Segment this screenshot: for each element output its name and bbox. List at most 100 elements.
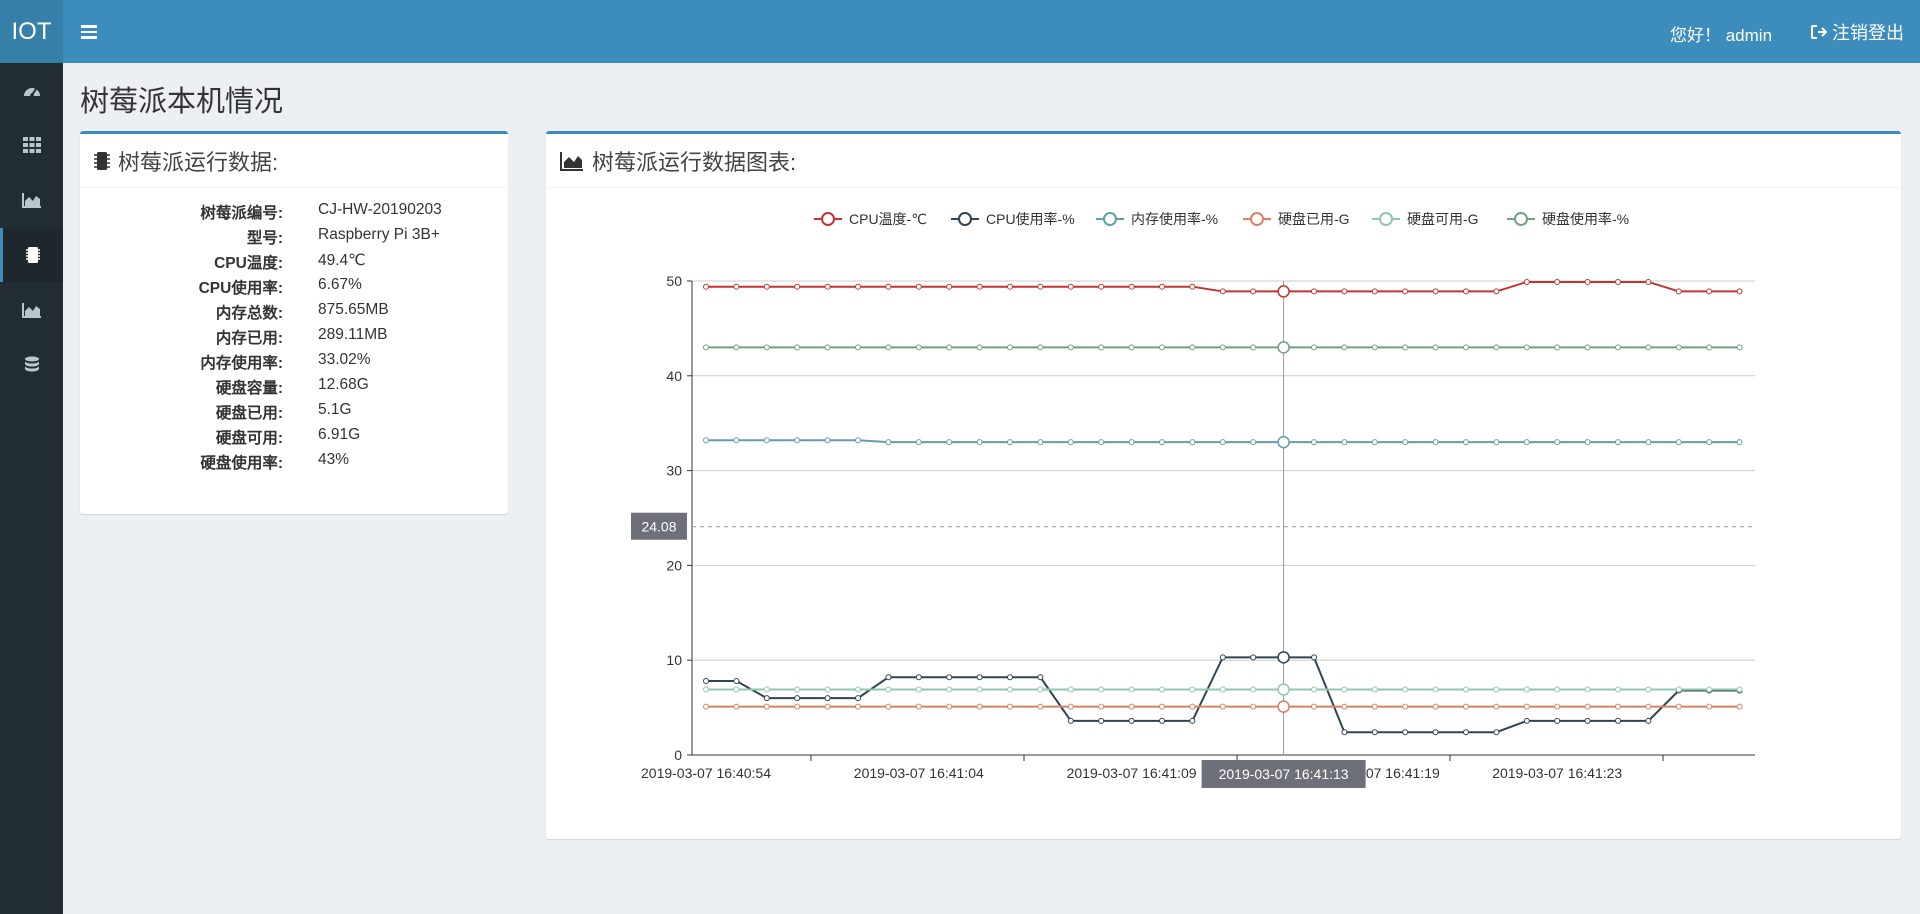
sidebar-item-database[interactable] xyxy=(0,338,63,392)
data-point xyxy=(855,695,861,702)
data-point xyxy=(1675,703,1682,710)
data-point xyxy=(794,437,801,444)
data-point xyxy=(1523,278,1530,285)
chart-panel-title: 树莓派运行数据图表: xyxy=(592,149,797,175)
data-point xyxy=(1277,683,1290,696)
data-point xyxy=(1463,686,1469,693)
legend-label[interactable]: 硬盘已用-G xyxy=(1278,211,1350,227)
database-icon xyxy=(24,356,39,372)
data-point xyxy=(1007,283,1013,290)
info-value: Raspberry Pi 3B+ xyxy=(318,226,440,243)
data-point xyxy=(1493,288,1500,295)
area-chart-icon xyxy=(21,303,41,318)
top-navbar: IOT 您好！ admin 注销登出 xyxy=(0,0,1920,63)
data-point xyxy=(1341,288,1348,295)
sidebar-item-area-chart[interactable] xyxy=(0,173,63,227)
data-point xyxy=(1098,283,1105,290)
data-point xyxy=(794,686,801,693)
data-point xyxy=(1371,686,1378,693)
x-tick-label: 2019-03-07 16:41:09 xyxy=(1067,765,1197,781)
data-point xyxy=(733,703,740,710)
info-row: 硬盘容量: 12.68G xyxy=(80,376,508,401)
data-point xyxy=(1463,288,1469,295)
info-value: 6.67% xyxy=(318,276,362,293)
data-point xyxy=(946,686,953,693)
data-point xyxy=(1736,686,1743,693)
data-point xyxy=(1584,344,1591,351)
data-point xyxy=(976,439,983,446)
data-point xyxy=(824,344,831,351)
data-point xyxy=(1706,703,1713,710)
data-point xyxy=(1250,654,1257,661)
data-point xyxy=(1554,703,1561,710)
info-value: 6.91G xyxy=(318,426,361,443)
data-point xyxy=(946,439,953,446)
sidebar-item-raspberry[interactable] xyxy=(0,228,63,282)
data-point xyxy=(1645,717,1652,724)
data-point xyxy=(915,439,922,446)
grid-icon xyxy=(22,137,41,153)
legend-marker xyxy=(821,212,835,226)
legend-label[interactable]: CPU温度-℃ xyxy=(849,211,927,227)
data-point xyxy=(1219,439,1226,446)
y-tick-label: 20 xyxy=(666,557,682,573)
info-value: 5.1G xyxy=(318,401,352,418)
data-point xyxy=(1250,703,1257,710)
data-point xyxy=(1463,439,1469,446)
legend-label[interactable]: 硬盘可用-G xyxy=(1407,211,1479,227)
menu-toggle-icon[interactable] xyxy=(75,19,103,43)
data-point xyxy=(1067,703,1074,710)
info-row: 内存总数: 875.65MB xyxy=(80,301,508,326)
logo[interactable]: IOT xyxy=(0,0,63,63)
sidebar-item-grid[interactable] xyxy=(0,118,63,172)
crosshair-x-label: 2019-03-07 16:41:13 xyxy=(1219,766,1349,782)
logout-button[interactable]: 注销登出 xyxy=(1810,19,1904,45)
data-point xyxy=(1493,703,1500,710)
data-point xyxy=(1219,686,1226,693)
data-point xyxy=(885,439,892,446)
legend-label[interactable]: 内存使用率-% xyxy=(1131,211,1218,227)
data-point xyxy=(915,686,922,693)
data-point xyxy=(1371,439,1378,446)
data-point xyxy=(1037,686,1044,693)
data-point xyxy=(1675,439,1682,446)
info-row: 内存已用: 289.11MB xyxy=(80,326,508,351)
info-panel: 树莓派运行数据: 树莓派编号: CJ-HW-20190203 型号: Raspberr… xyxy=(80,131,508,514)
data-point xyxy=(1432,288,1439,295)
data-point xyxy=(1067,344,1074,351)
data-point xyxy=(1584,278,1591,285)
data-point xyxy=(1007,674,1013,681)
data-point xyxy=(763,283,770,290)
data-point xyxy=(1250,686,1257,693)
info-label: 硬盘容量: xyxy=(215,380,283,397)
data-point xyxy=(703,686,709,693)
data-point xyxy=(1523,344,1530,351)
info-row: CPU温度: 49.4℃ xyxy=(80,251,508,276)
data-point xyxy=(1219,654,1226,661)
data-point xyxy=(1007,344,1013,351)
data-point xyxy=(1523,717,1530,724)
y-tick-label: 0 xyxy=(674,747,682,763)
data-point xyxy=(1615,439,1621,446)
data-point xyxy=(1341,686,1348,693)
sidebar-item-area-chart-2[interactable] xyxy=(0,283,63,337)
data-point xyxy=(1615,703,1621,710)
data-point xyxy=(1493,344,1500,351)
data-point xyxy=(1493,439,1500,446)
crosshair-y-label-bg xyxy=(631,512,687,540)
data-point xyxy=(1402,686,1409,693)
data-point xyxy=(946,703,953,710)
area-chart-icon xyxy=(21,193,41,208)
data-point xyxy=(1277,341,1290,354)
legend-label[interactable]: 硬盘使用率-% xyxy=(1542,211,1629,227)
sidebar-item-dashboard[interactable] xyxy=(0,63,63,117)
data-point xyxy=(1189,717,1196,724)
data-point xyxy=(1645,439,1652,446)
data-point xyxy=(855,283,861,290)
data-point xyxy=(733,686,740,693)
data-point xyxy=(1037,344,1044,351)
x-tick-label: 2019-03-07 16:41:04 xyxy=(854,765,984,781)
legend-marker xyxy=(1103,212,1117,226)
legend-label[interactable]: CPU使用率-% xyxy=(986,211,1075,227)
data-point xyxy=(1250,439,1257,446)
